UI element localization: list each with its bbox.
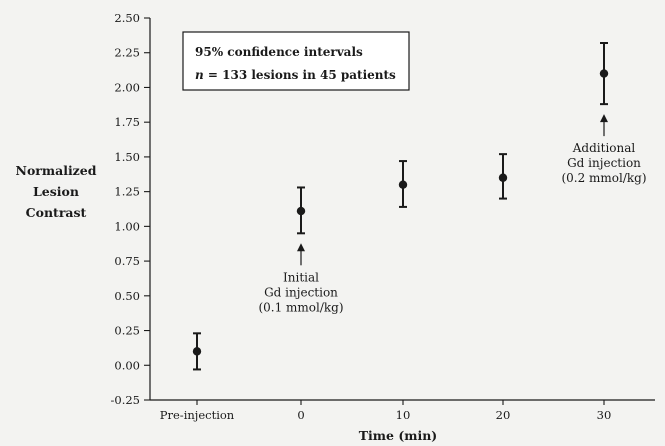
data-point-4 bbox=[599, 69, 609, 78]
x-axis-title: Time (min) bbox=[359, 428, 437, 443]
legend-box bbox=[182, 31, 410, 91]
legend-line-1: 95% confidence intervals bbox=[195, 45, 363, 59]
marks-layer bbox=[192, 42, 609, 371]
y-tick-label-3: 1.75 bbox=[114, 115, 140, 129]
annotation-1-line-0: Additional bbox=[572, 141, 636, 155]
y-axis-title-line-2: Lesion bbox=[33, 184, 79, 199]
y-axis-title-line-3: Contrast bbox=[26, 205, 87, 220]
x-tick-label-1: 0 bbox=[297, 408, 304, 422]
y-tick-label-6: 1.00 bbox=[114, 219, 140, 233]
ticks-layer: 2.50 2.25 2.00 1.75 1.50 1.25 1.00 0.75 0.50 0.25… bbox=[111, 11, 612, 422]
annotation-arrow-head-0 bbox=[297, 243, 305, 252]
x-tick-label-0: Pre-injection bbox=[160, 408, 235, 422]
x-tick-label-3: 20 bbox=[496, 408, 511, 422]
annotation-1-line-1: Gd injection bbox=[567, 156, 641, 170]
legend-line-2: n = 133 lesions in 45 patients bbox=[195, 68, 396, 82]
annotation-0-line-2: (0.1 mmol/kg) bbox=[258, 300, 343, 314]
annotation-1-line-2: (0.2 mmol/kg) bbox=[561, 171, 646, 185]
y-axis-title-line-1: Normalized bbox=[16, 163, 97, 178]
legend-n-italic: n bbox=[195, 68, 204, 82]
annotation-0-line-1: Gd injection bbox=[264, 285, 338, 299]
y-tick-label-11: -0.25 bbox=[111, 393, 141, 407]
data-point-2 bbox=[398, 180, 408, 189]
x-tick-label-4: 30 bbox=[597, 408, 612, 422]
y-tick-label-0: 2.50 bbox=[114, 11, 140, 25]
x-tick-label-2: 10 bbox=[396, 408, 411, 422]
y-tick-label-7: 0.75 bbox=[114, 254, 140, 268]
y-tick-label-5: 1.25 bbox=[114, 185, 140, 199]
y-tick-label-2: 2.00 bbox=[114, 80, 140, 94]
y-tick-label-10: 0.00 bbox=[114, 358, 140, 372]
annotation-0-line-0: Initial bbox=[283, 270, 319, 284]
y-tick-label-9: 0.25 bbox=[114, 324, 140, 338]
data-point-0 bbox=[192, 347, 202, 356]
annotation-arrow-head-1 bbox=[600, 114, 608, 123]
y-tick-label-8: 0.50 bbox=[114, 289, 140, 303]
y-tick-label-4: 1.50 bbox=[114, 150, 140, 164]
y-tick-label-1: 2.25 bbox=[114, 46, 140, 60]
legend-n-rest: = 133 lesions in 45 patients bbox=[204, 68, 396, 82]
data-point-1 bbox=[296, 206, 306, 216]
data-point-3 bbox=[498, 173, 508, 182]
